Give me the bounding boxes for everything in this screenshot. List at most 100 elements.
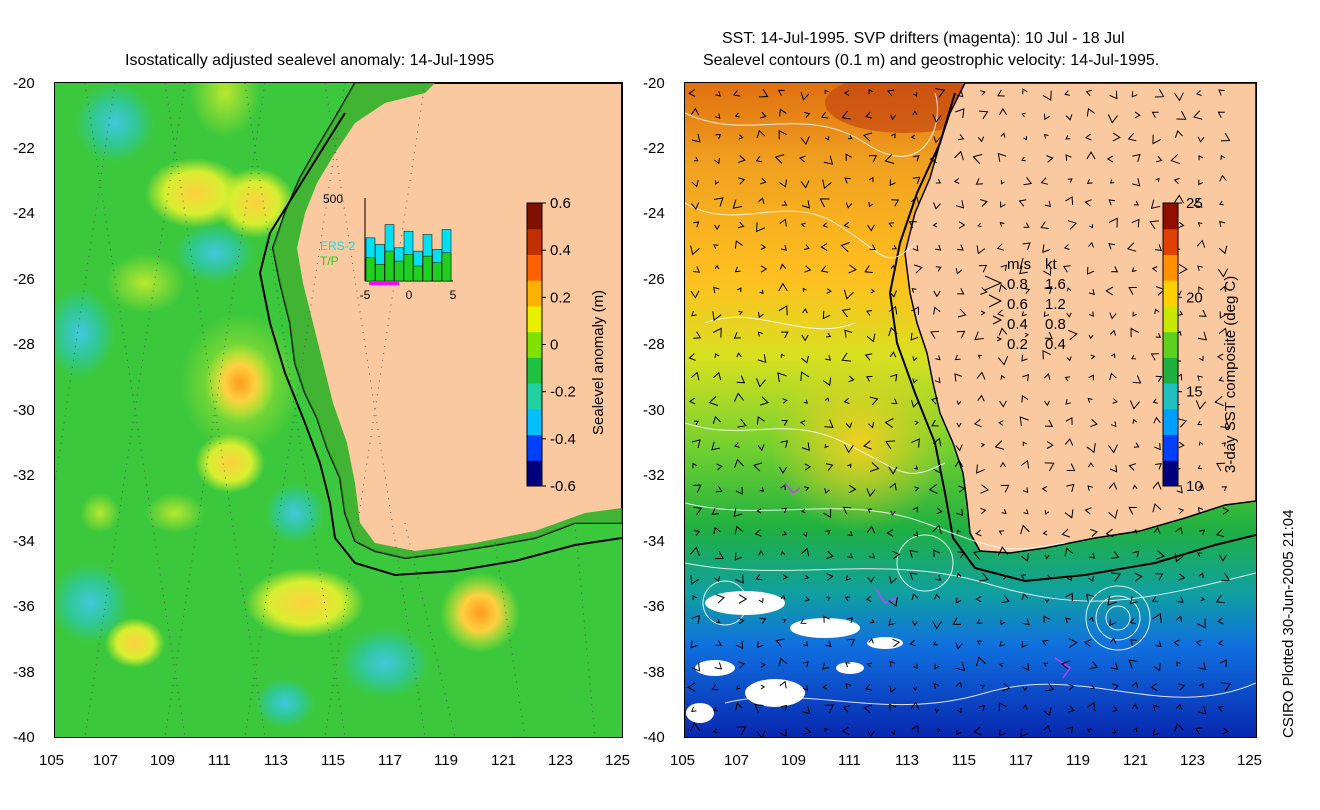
velocity-arrow	[1153, 704, 1160, 711]
velocity-arrow	[712, 311, 722, 322]
velocity-arrow	[1199, 529, 1205, 536]
right-y-tick: -22	[643, 140, 665, 157]
velocity-arrow	[956, 729, 962, 736]
right-x-tick: 111	[838, 752, 861, 769]
velocity-arrow	[956, 707, 962, 714]
velocity-arrow	[1221, 442, 1227, 447]
velocity-arrow	[869, 396, 879, 406]
velocity-arrow	[692, 462, 698, 469]
velocity-arrow	[934, 708, 940, 713]
colorbar-segment	[527, 460, 542, 487]
velocity-arrow	[870, 288, 876, 294]
velocity-arrow	[869, 552, 875, 559]
left-x-tick: 107	[93, 752, 119, 769]
velocity-arrow	[1175, 615, 1183, 623]
velocity-arrow	[780, 244, 787, 251]
right-y-tick: -26	[643, 271, 665, 288]
velocity-arrow	[1177, 310, 1184, 316]
velocity-arrow	[913, 264, 923, 274]
velocity-arrow	[1000, 180, 1005, 185]
velocity-arrow	[1061, 660, 1070, 670]
velocity-arrow	[825, 463, 834, 471]
velocity-arrow	[1088, 461, 1094, 468]
velocity-arrow	[737, 418, 747, 428]
velocity-arrow	[956, 529, 961, 534]
velocity-arrow	[976, 640, 983, 646]
colorbar-tick: -0.4	[550, 431, 576, 448]
velocity-arrow	[734, 525, 744, 535]
velocity-arrow	[976, 245, 986, 255]
velocity-arrow	[775, 638, 785, 648]
inset-bar-tp	[441, 252, 452, 282]
velocity-arrow	[1132, 484, 1138, 490]
velocity-arrow	[863, 704, 872, 714]
velocity-arrow	[712, 728, 718, 734]
velocity-arrow	[738, 310, 743, 316]
velocity-arrow	[756, 508, 762, 514]
velocity-arrow	[848, 375, 855, 383]
velocity-arrow	[799, 420, 806, 426]
right-x-tick: 105	[670, 752, 696, 769]
plot-credit: CSIRO Plotted 30-Jun-2005 21:04	[1280, 509, 1297, 738]
inset-legend-ers2: ERS-2	[320, 239, 356, 253]
velocity-arrow	[912, 155, 920, 162]
velocity-arrow	[823, 728, 829, 733]
velocity-arrow	[1133, 200, 1140, 206]
velocity-arrow	[732, 199, 743, 209]
velocity-arrow	[1178, 441, 1185, 449]
velocity-arrow	[889, 482, 897, 491]
velocity-arrow	[935, 574, 942, 581]
colorbar-segment	[527, 434, 542, 461]
velocity-arrow	[757, 197, 765, 205]
velocity-arrow	[1197, 136, 1205, 143]
velocity-arrow	[756, 378, 766, 388]
velocity-arrow	[933, 306, 941, 315]
left-x-tick: 109	[150, 752, 176, 769]
velocity-arrow	[1219, 554, 1227, 562]
velocity-arrow	[781, 331, 789, 339]
velocity-arrow	[870, 618, 875, 624]
velocity-arrow	[868, 176, 874, 183]
velocity-arrow	[690, 245, 700, 256]
velocity-arrow	[998, 420, 1004, 426]
velocity-arrow	[1044, 286, 1053, 294]
velocity-arrow	[1197, 420, 1202, 426]
velocity-arrow	[802, 705, 811, 715]
velocity-arrow	[1216, 462, 1226, 471]
velocity-arrow	[1089, 660, 1099, 670]
colorbar-label: 3-day SST composite (deg C)	[1222, 276, 1239, 473]
velocity-arrow	[690, 371, 700, 381]
velocity-arrow	[891, 398, 898, 405]
velocity-arrow	[1151, 596, 1159, 602]
velocity-arrow	[956, 400, 962, 406]
velocity-arrow	[819, 198, 830, 208]
velocity-arrow	[753, 462, 763, 472]
velocity-arrow	[911, 288, 917, 293]
velocity-arrow	[1170, 153, 1181, 165]
velocity-arrow	[1044, 598, 1050, 604]
velocity-arrow	[802, 308, 808, 314]
velocity-arrow	[980, 507, 987, 514]
velocity-arrow	[1132, 311, 1138, 317]
velocity-arrow	[1197, 265, 1203, 271]
velocity-arrow	[801, 200, 811, 209]
velocity-arrow	[758, 88, 769, 98]
inset-legend-tp: T/P	[320, 254, 339, 268]
velocity-arrow	[689, 722, 701, 732]
velocity-arrow	[1151, 111, 1159, 118]
colorbar-segment	[527, 254, 542, 281]
velocity-arrow	[1087, 701, 1096, 711]
velocity-arrow	[1198, 179, 1204, 186]
velocity-arrow	[1132, 375, 1142, 384]
velocity-arrow	[889, 660, 896, 667]
left-y-tick: -40	[13, 729, 35, 746]
velocity-arrow	[1090, 684, 1096, 690]
velocity-arrow	[1133, 727, 1138, 733]
colorbar-segment	[1163, 383, 1178, 410]
velocity-arrow	[1131, 681, 1139, 688]
sealevel-map: 500 ERS-2 T/P -5 0 5 0.6 0.4 0.2 0 -0.2 -0.4 -…	[54, 82, 623, 738]
velocity-arrow	[912, 686, 918, 691]
velocity-arrow	[1132, 529, 1138, 534]
colorbar-tick: 20	[1186, 289, 1203, 306]
velocity-arrow	[911, 593, 919, 601]
